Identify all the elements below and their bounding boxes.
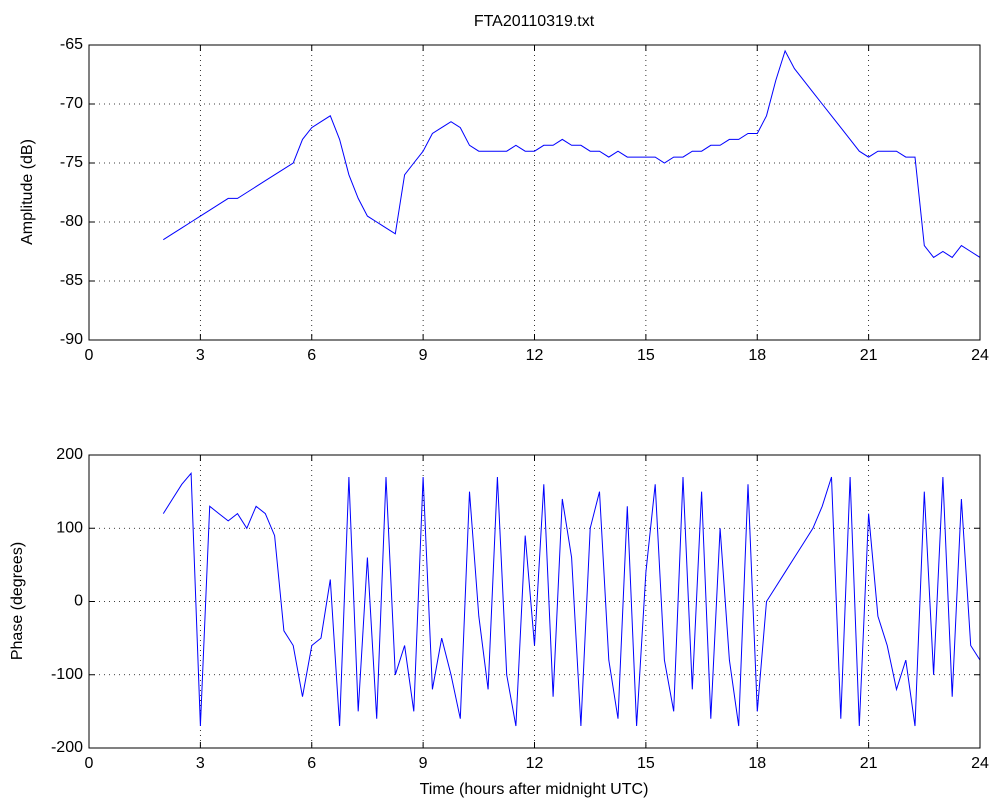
y-tick-label: 200 (56, 446, 83, 463)
x-tick-label: 6 (307, 755, 316, 772)
y-tick-label: 0 (74, 593, 83, 610)
y-tick-label: -65 (60, 36, 83, 53)
y-tick-label: 100 (56, 519, 83, 536)
x-tick-label: 15 (637, 755, 655, 772)
y-tick-label: -200 (51, 739, 83, 756)
y-axis-label: Amplitude (dB) (19, 139, 36, 245)
y-tick-label: -90 (60, 331, 83, 348)
data-line (162, 471, 981, 727)
x-tick-label: 18 (748, 347, 766, 364)
x-tick-label: 15 (637, 347, 655, 364)
data-line (163, 49, 981, 259)
x-tick-label: 0 (85, 755, 94, 772)
y-tick-label: -100 (51, 666, 83, 683)
y-tick-label: -75 (60, 154, 83, 171)
x-tick-label: 9 (419, 755, 428, 772)
x-axis-label: Time (hours after midnight UTC) (420, 781, 649, 798)
x-tick-label: 9 (419, 347, 428, 364)
y-tick-label: -70 (60, 95, 83, 112)
y-tick-label: -85 (60, 272, 83, 289)
x-tick-label: 6 (307, 347, 316, 364)
x-tick-label: 3 (196, 347, 205, 364)
x-tick-label: 24 (971, 347, 989, 364)
axes-frame (88, 454, 981, 749)
x-tick-label: 24 (971, 755, 989, 772)
x-tick-label: 0 (85, 347, 94, 364)
x-tick-label: 21 (860, 347, 878, 364)
x-tick-label: 12 (526, 755, 544, 772)
x-tick-label: 21 (860, 755, 878, 772)
chart-title: FTA20110319.txt (474, 13, 595, 30)
axes-frame (88, 44, 981, 341)
y-axis-label: Phase (degrees) (9, 542, 26, 660)
x-tick-label: 18 (748, 755, 766, 772)
y-tick-label: -80 (60, 213, 83, 230)
x-tick-label: 3 (196, 755, 205, 772)
x-tick-label: 12 (526, 347, 544, 364)
